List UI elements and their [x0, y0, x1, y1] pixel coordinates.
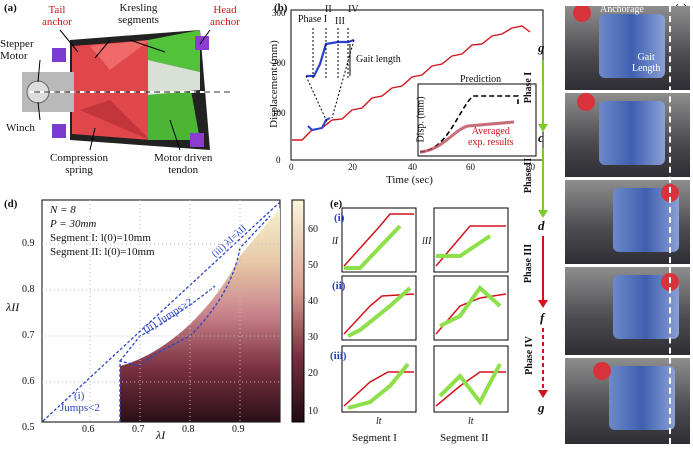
- ytick-d3: 0.8: [22, 284, 35, 295]
- averaged-curve: [419, 120, 515, 154]
- row-ii: (ii): [332, 280, 346, 292]
- region-i: (i): [74, 390, 85, 402]
- xtick-d3: 0.9: [232, 424, 245, 435]
- phase-2: II: [325, 4, 332, 15]
- inset-phase: [305, 28, 355, 125]
- kresling-label: Kresling segments: [118, 2, 159, 26]
- colorbar: [291, 199, 305, 423]
- panel-d: (d) N = 8 P = 30mm Segment I: l(0)=10mm: [0, 196, 330, 454]
- phase-1: Phase I: [298, 14, 328, 25]
- panel-a-label: (a): [4, 2, 17, 14]
- panel-e-label: (e): [330, 198, 343, 210]
- xtick-d0: 0.6: [82, 424, 95, 435]
- xlabel-e1: lt: [376, 416, 382, 427]
- ylabel-e2: lII: [422, 236, 432, 247]
- anchorage-label: Anchorage: [600, 4, 644, 15]
- tail-anchor-label: Tail anchor: [42, 4, 72, 28]
- ytick-d4: 0.9: [22, 238, 35, 249]
- displacement-chart: 0 100 200 300: [272, 8, 544, 165]
- xtick-1: 20: [348, 162, 357, 172]
- displacement-series: [292, 25, 531, 141]
- cbar-50: 50: [308, 260, 318, 271]
- panel-e: (e) (i) (ii) (iii) lI lII: [330, 196, 530, 454]
- gait-reference-line: [669, 6, 671, 444]
- ylabel: Displacement (mm): [267, 40, 280, 128]
- panel-a: (a) Tail anchor Kresling segments Head a…: [0, 0, 270, 190]
- head-anchor-block: [195, 36, 209, 50]
- prediction-label: Prediction: [460, 74, 502, 85]
- jump-curves: [341, 207, 509, 413]
- svg-text:200: 200: [272, 58, 286, 68]
- segment-2-label: Segment II: [440, 432, 489, 444]
- phase-map: [41, 199, 305, 423]
- state-c: c: [538, 130, 544, 145]
- phase-c-2: Phase II: [523, 157, 535, 194]
- averaged-label: Averaged exp. results: [468, 126, 514, 148]
- ytick-d0: 0.5: [22, 422, 35, 433]
- cbar-20: 20: [308, 368, 318, 379]
- svg-text:0: 0: [276, 155, 281, 165]
- phase-arrows: [538, 60, 548, 398]
- xtick-3: 60: [466, 162, 475, 172]
- photo-4: [565, 267, 690, 355]
- ytick-d1: 0.6: [22, 376, 35, 387]
- inset-ylabel: Disp. (mm): [415, 96, 427, 143]
- photo-3: [565, 180, 690, 264]
- xlabel: Time (sec): [386, 174, 433, 186]
- segment-1-label: Segment I: [352, 432, 397, 444]
- ytick-d2: 0.7: [22, 330, 35, 341]
- cbar-30: 30: [308, 332, 318, 343]
- phase-3: III: [335, 16, 345, 27]
- xtick-d2: 0.8: [182, 424, 195, 435]
- state-d: d: [538, 218, 545, 233]
- panel-b-label: (b): [274, 2, 288, 14]
- xlabel-d: λI: [156, 428, 166, 442]
- param-n: N = 8: [50, 204, 76, 216]
- state-g1: g: [538, 40, 545, 55]
- param-seg1: Segment I: l(0)=10mm: [50, 232, 151, 244]
- kresling-segment-red: [72, 40, 150, 140]
- xlabel-e2: lt: [468, 416, 474, 427]
- phase-4: IV: [348, 4, 359, 15]
- state-f: f: [540, 310, 545, 325]
- gait-length: Gait length: [356, 54, 401, 65]
- kresling-segment-green: [148, 30, 200, 72]
- xtick-d1: 0.7: [132, 424, 145, 435]
- photo-1: [565, 6, 690, 90]
- robot-diagram: [22, 29, 230, 151]
- xtick-0: 0: [289, 162, 294, 172]
- state-g2: g: [538, 400, 545, 415]
- param-p: P = 30mm: [50, 218, 97, 230]
- photo-5: [565, 358, 690, 444]
- cbar-60: 60: [308, 224, 318, 235]
- svg-text:100: 100: [272, 108, 286, 118]
- cbar-10: 10: [308, 406, 318, 417]
- row-i: (i): [334, 212, 345, 224]
- winch-label: Winch: [6, 122, 35, 134]
- row-iii: (iii): [330, 350, 347, 362]
- ylabel-d: λII: [6, 300, 20, 314]
- compression-label: Compression spring: [50, 152, 109, 176]
- cbar-40: 40: [308, 296, 318, 307]
- tendon-label: Motor driven tendon: [154, 152, 213, 176]
- photo-2: [565, 93, 690, 177]
- panel-d-label: (d): [4, 198, 18, 210]
- svg-text:300: 300: [272, 8, 286, 18]
- xtick-2: 40: [408, 162, 417, 172]
- head-anchor-label: Head anchor: [210, 4, 240, 28]
- param-seg2: Segment II: l(0)=10mm: [50, 246, 155, 258]
- gait-length-label: Gait Length: [632, 52, 661, 74]
- panel-b: (b) 0 100 200 300 Displacement (mm) Time (…: [268, 0, 558, 192]
- stepper-label: Stepper Motor: [0, 38, 34, 62]
- ylabel-e1: lI: [332, 236, 339, 247]
- tail-anchor-block: [52, 48, 66, 62]
- phase-c-1: Phase I: [523, 71, 535, 104]
- xtick-4: 80: [526, 162, 535, 172]
- jumps-lt2: Jumps<2: [60, 402, 100, 414]
